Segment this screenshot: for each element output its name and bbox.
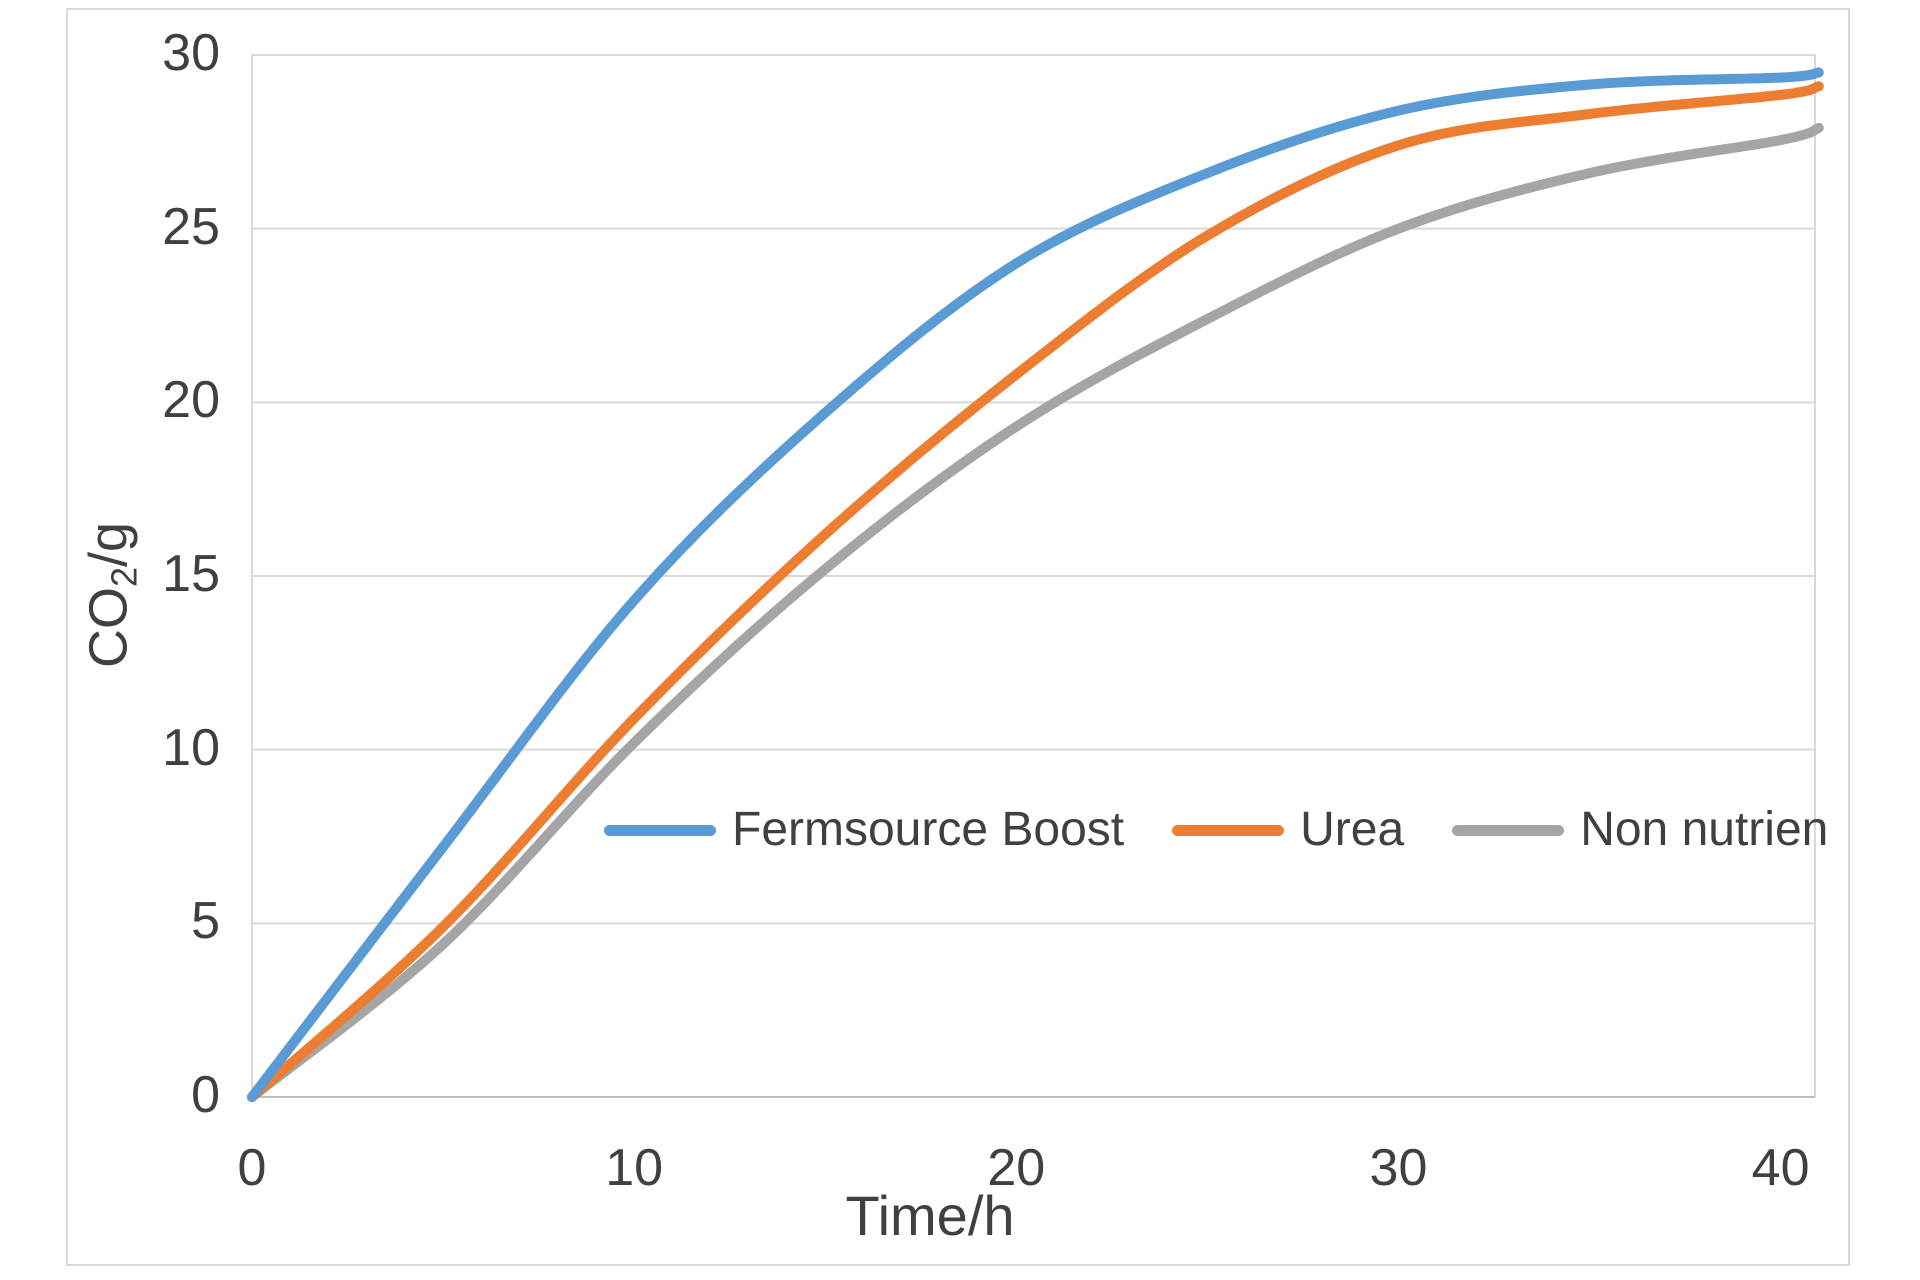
x-tick-label-20: 20 [987,1139,1046,1197]
y-axis-title-suffix: /g [78,521,139,568]
series-line-fermsource-boost [247,67,1824,1102]
series-line-non-nutrien [247,122,1824,1102]
legend-label: Non nutrien [1580,803,1829,856]
y-tick-label-20: 20 [162,371,220,430]
x-tick-label-0: 0 [237,1139,267,1197]
legend-line-sample [1452,824,1565,836]
x-axis-title: Time/h [845,1184,1015,1247]
y-tick-label-5: 5 [191,892,220,951]
x-tick-label-40: 40 [1751,1139,1810,1197]
x-tick-label-30: 30 [1369,1139,1428,1197]
y-axis-title-subscript: 2 [103,567,145,588]
legend-line-sample [604,824,716,836]
legend-label: Fermsource Boost [732,803,1125,856]
y-axis-title-main: CO [78,587,139,669]
y-tick-label-15: 15 [162,544,220,603]
chart-frame [66,8,1850,1266]
y-tick-label-25: 25 [162,197,220,256]
x-tick-label-10: 10 [605,1139,664,1197]
chart-legend: Fermsource Boost Urea Non nutrien [604,806,1828,854]
legend-label: Urea [1300,803,1405,856]
legend-line-sample [1172,824,1285,836]
legend-item-non-nutrien: Non nutrien [1452,806,1828,854]
legend-item-urea: Urea [1172,806,1404,854]
y-tick-label-10: 10 [162,718,220,777]
y-tick-label-0: 0 [191,1065,220,1124]
series-line-urea [247,81,1824,1102]
legend-item-fermsource-boost: Fermsource Boost [604,806,1124,854]
y-axis-title: CO2/g [78,521,145,669]
y-tick-label-30: 30 [162,23,220,82]
